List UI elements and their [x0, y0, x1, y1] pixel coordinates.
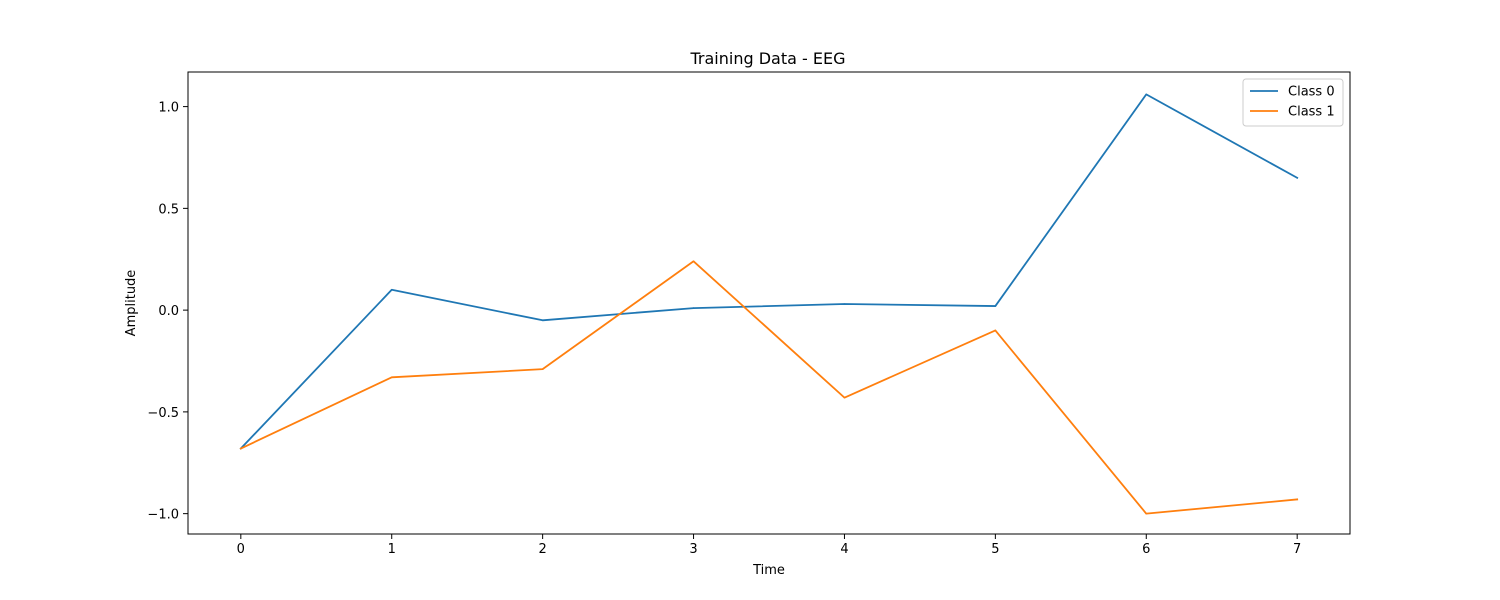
y-tick-label: −1.0 [147, 508, 179, 523]
series-line-class-0 [239, 93, 1299, 450]
x-tick-label: 1 [388, 542, 396, 557]
legend-label: Class 0 [1288, 85, 1335, 100]
y-tick-label: 0.0 [158, 304, 179, 319]
plot-frame [187, 71, 1351, 535]
data-point [692, 307, 695, 309]
data-point [994, 329, 997, 332]
x-tick-label: 3 [689, 542, 697, 557]
y-axis-ticks: 1.0 0.5 0.0 −0.5 −1.0 [147, 101, 188, 523]
data-point [390, 376, 393, 379]
x-tick-label: 0 [237, 542, 245, 557]
y-tick-label: 1.0 [158, 101, 179, 116]
chart-title: Training Data - EEG [690, 49, 846, 68]
x-axis-label: Time [752, 563, 785, 578]
x-tick-label: 6 [1142, 542, 1150, 557]
legend: Class 0 Class 1 [1242, 78, 1344, 127]
x-tick-label: 7 [1293, 542, 1301, 557]
data-point [1145, 93, 1148, 96]
x-tick-label: 4 [840, 542, 848, 557]
data-point [1296, 177, 1298, 179]
data-point [541, 368, 544, 370]
data-point [692, 260, 695, 263]
plot-lines [239, 93, 1299, 515]
data-point [1145, 512, 1148, 515]
x-tick-label: 2 [538, 542, 546, 557]
data-point [541, 319, 544, 322]
data-point [390, 288, 393, 291]
data-point [843, 396, 846, 399]
data-point [1296, 498, 1298, 501]
legend-label: Class 1 [1288, 105, 1335, 120]
y-axis-label: Amplitude [124, 270, 139, 337]
series-line-class-1 [239, 260, 1299, 515]
data-point [843, 303, 846, 305]
x-tick-label: 5 [991, 542, 999, 557]
x-axis-ticks: 0 1 2 3 4 5 6 7 [237, 534, 1301, 557]
y-tick-label: 0.5 [158, 202, 179, 217]
data-point [994, 305, 997, 307]
data-point [240, 447, 242, 450]
y-tick-label: −0.5 [147, 406, 179, 421]
